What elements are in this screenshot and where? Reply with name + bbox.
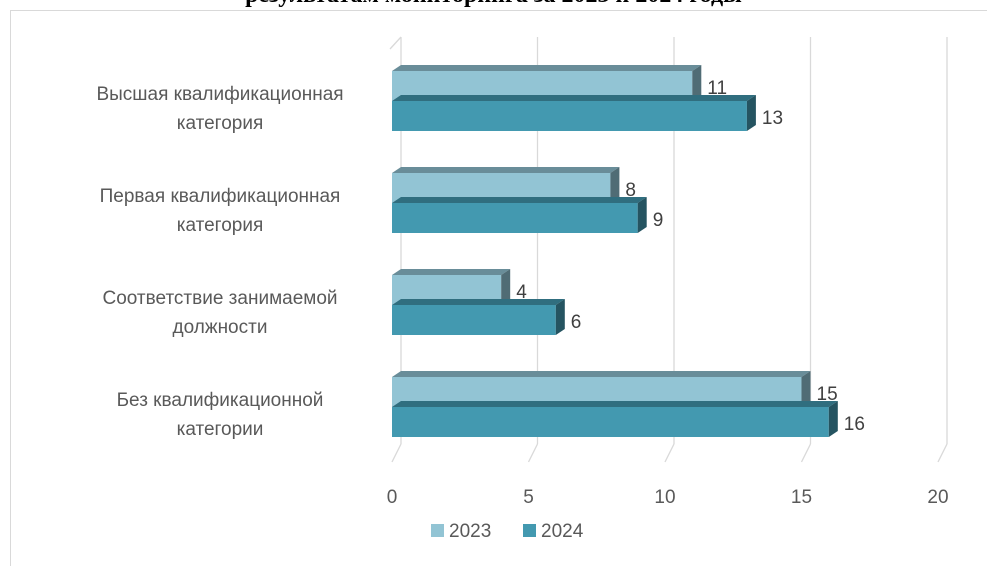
category-label: Первая квалификационная [100, 186, 341, 207]
category-label: категории [177, 419, 264, 440]
bar-top-2023 [392, 65, 702, 71]
category-label: категория [177, 215, 263, 236]
legend-label-2024: 2024 [541, 521, 584, 542]
category-label: Соответствие занимаемой [102, 288, 337, 309]
legend-swatch-2024 [523, 524, 536, 537]
chart-area [10, 10, 987, 566]
category-label: Высшая квалификационная [96, 84, 343, 105]
bar-side-2024 [828, 401, 838, 437]
floor-line-15 [800, 443, 812, 463]
data-label: 15 [817, 384, 838, 405]
bar-side-2024 [555, 299, 565, 335]
x-tick-label: 20 [927, 487, 948, 508]
data-label: 13 [762, 108, 783, 129]
floor-line-10 [664, 443, 675, 463]
bars [392, 65, 838, 437]
category-label: Без квалификационной [117, 390, 324, 411]
bar-top-2024 [392, 299, 565, 305]
bar-2024 [392, 101, 747, 131]
legend: 2023 2024 [431, 521, 584, 542]
bar-side-2024 [746, 95, 756, 131]
data-label: 9 [653, 210, 664, 231]
category-label: категория [177, 113, 263, 134]
bar-top-2023 [392, 167, 620, 173]
bar-2024 [392, 407, 829, 437]
bar-side-2023 [501, 269, 511, 305]
wall-edge [389, 36, 402, 50]
bar-side-2023 [610, 167, 620, 203]
data-label: 11 [707, 78, 727, 99]
legend-label-2023: 2023 [449, 521, 491, 542]
x-tick-label: 10 [654, 487, 675, 508]
labels: 0 5 10 15 20 11 13 Высшая квалификационная катег… [96, 78, 948, 508]
bar-top-2024 [392, 95, 756, 101]
chart-title: результатам мониторинга за 2023 и 2024 г… [0, 0, 987, 9]
legend-swatch-2023 [431, 524, 444, 537]
floor-line-20 [937, 443, 948, 463]
x-tick-label: 15 [791, 487, 812, 508]
data-label: 8 [625, 180, 636, 201]
bar-top-2024 [392, 197, 647, 203]
floor-line-5 [527, 443, 539, 463]
bar-2024 [392, 203, 638, 233]
data-label: 4 [516, 282, 527, 303]
data-label: 16 [844, 414, 865, 435]
bar-top-2024 [392, 401, 838, 407]
category-label: должности [173, 317, 268, 338]
bar-side-2023 [692, 65, 702, 101]
x-tick-label: 5 [523, 487, 534, 508]
bar-2024 [392, 305, 556, 335]
bar-top-2023 [392, 371, 811, 377]
bar-side-2024 [637, 197, 647, 233]
floor-line-0 [391, 443, 402, 463]
x-tick-label: 0 [387, 487, 398, 508]
data-label: 6 [571, 312, 582, 333]
bar-top-2023 [392, 269, 511, 275]
bar-side-2023 [801, 371, 811, 407]
